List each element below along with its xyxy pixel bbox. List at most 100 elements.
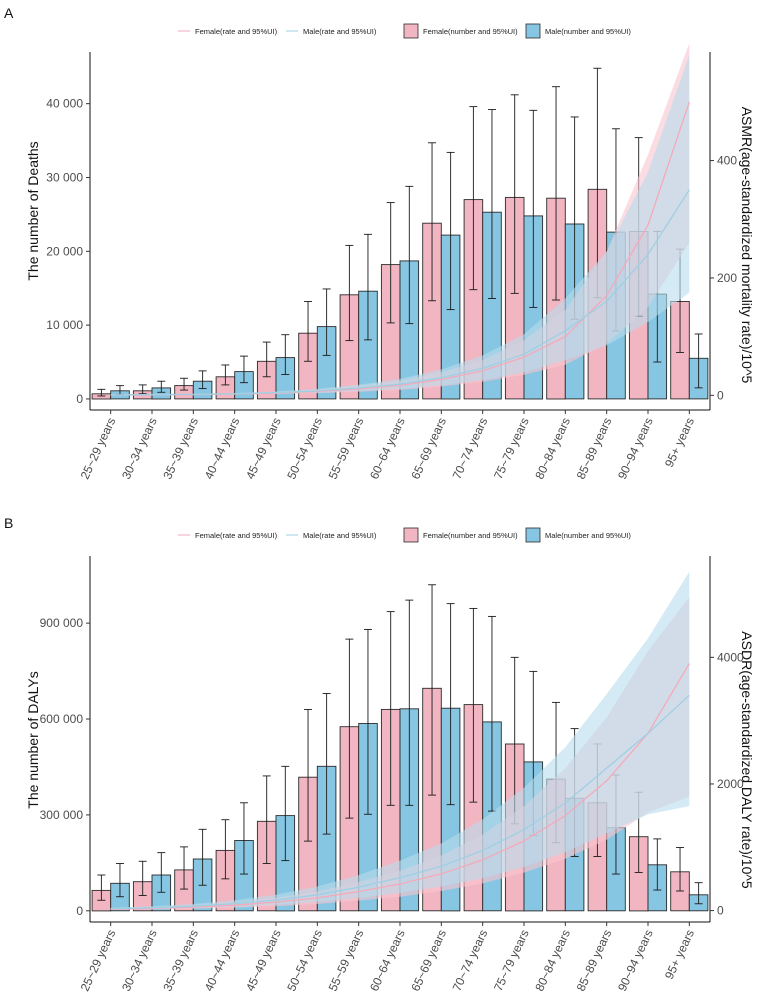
panel-a-female-error-bar — [262, 341, 271, 378]
legend-female-number-swatch — [403, 527, 419, 543]
panel-a-male-error-bar — [487, 109, 496, 299]
panel-b-male-error-bar — [694, 882, 703, 905]
panel-a-female-error-bar — [386, 202, 395, 324]
panel-b-x-tick-label: 50~54 years — [284, 927, 325, 993]
panel-b-female-error-bar — [138, 860, 147, 896]
panel-b-x-tick-label: 90~94 years — [615, 927, 656, 993]
panel-a-y-tick-label: 40 000 — [46, 97, 83, 111]
legend-female-rate-label: Female(rate and 95%UI) — [195, 531, 278, 540]
panel-b-y-tick-label: 900 000 — [40, 616, 84, 630]
panel-a-x-tick-label: 50~54 years — [284, 415, 325, 481]
panel-b-y2-tick-label: 2000 — [717, 777, 744, 791]
panel-a-y2-tick-label: 0 — [717, 388, 724, 402]
panel-b-male-error-bar — [446, 603, 455, 806]
panel-a-male-error-bar — [198, 370, 207, 390]
legend-male-number-swatch — [525, 527, 541, 543]
panel-a-male-error-bar — [322, 288, 331, 356]
panel-b-female-error-bar — [221, 819, 230, 880]
panel-b-female-error-bar — [386, 611, 395, 806]
panel-b-x-tick-label: 30~34 years — [119, 927, 160, 993]
plot-area-b: 0 300 000 600 000 900 000 0 2000 4000 25~29 yea… — [40, 556, 744, 993]
panel-b-male-error-bar — [115, 863, 124, 898]
legend-male-number-label: Male(number and 95%UI) — [545, 531, 631, 540]
panel-a-x-tick-label: 40~44 years — [202, 415, 243, 481]
legend-male-number-swatch — [525, 23, 541, 39]
panel-b-male-error-bar — [157, 852, 166, 893]
legend-b: Female(rate and 95%UI) Male(rate and 95%… — [178, 527, 631, 543]
panel-b-y2-tick-label: 0 — [717, 904, 724, 918]
panel-a-x-tick-label: 80~84 years — [532, 415, 573, 481]
y-axis-title-b: The number of DALYs — [25, 671, 41, 808]
panel-a-female-error-bar — [180, 377, 189, 391]
panel-a-x-tick-label: 55~59 years — [326, 415, 367, 481]
panel-b-x-tick-label: 65~69 years — [408, 927, 449, 993]
panel-b-male-error-bar — [653, 838, 662, 891]
panel-a-female-error-bar — [345, 244, 354, 342]
panel-b-x-tick-label: 25~29 years — [78, 927, 119, 993]
legend-female-number-label: Female(number and 95%UI) — [423, 27, 518, 36]
panel-a-x-tick-label: 65~69 years — [408, 415, 449, 481]
panel-b-male-rate-band — [110, 571, 690, 910]
panel-b-female-error-bar — [180, 846, 189, 890]
panel-a-y-tick-label: 10 000 — [46, 318, 83, 332]
panel-b-x-tick-label: 60~64 years — [367, 927, 408, 993]
panel-b-male-error-bar — [239, 802, 248, 875]
panel-b-letter: B — [4, 515, 13, 531]
panel-b-male-error-bar — [322, 692, 331, 835]
panel-a-female-error-bar — [510, 94, 519, 294]
panel-b-female-error-bar — [97, 874, 106, 901]
panel-a-x-tick-label: 60~64 years — [367, 415, 408, 481]
panel-a-y-tick-label: 20 000 — [46, 244, 83, 258]
panel-b-x-tick-label: 35~39 years — [160, 927, 201, 993]
panel-b-female-rate-line — [110, 663, 690, 910]
panel-a-x-tick-label: 95+ years — [662, 415, 697, 469]
panel-a-letter: A — [4, 5, 14, 21]
panel-b-female-error-bar — [428, 584, 437, 796]
panel-a-male-error-bar — [529, 109, 538, 308]
panel-b-male-error-bar — [363, 629, 372, 815]
legend-male-rate-label: Male(rate and 95%UI) — [303, 27, 377, 36]
panel-a-female-error-bar — [221, 364, 230, 386]
panel-b-y-tick-label: 600 000 — [40, 712, 84, 726]
panel-b-x-tick-label: 95+ years — [662, 927, 697, 981]
panel-a-x-tick-label: 35~39 years — [160, 415, 201, 481]
panel-a-female-error-bar — [138, 384, 147, 395]
panel-a-female-error-bar — [97, 388, 106, 397]
panel-a-x-tick-label: 45~49 years — [243, 415, 284, 481]
panel-a-male-error-bar — [239, 355, 248, 384]
legend-a: Female(rate and 95%UI) Male(rate and 95%… — [178, 23, 631, 39]
panel-a-female-error-bar — [469, 106, 478, 291]
y2-axis-title-a: ASMR(age-standardized mortality rate)/10… — [739, 107, 755, 384]
panel-a-male-error-bar — [446, 151, 455, 311]
panel-b-x-tick-label: 80~84 years — [532, 927, 573, 993]
y2-axis-title-b: ASDR(age-standardized DALY rate)/10^5 — [739, 631, 755, 889]
panel-b-male-error-bar — [405, 599, 414, 806]
panel-a-chart: A Female(rate and 95%UI) Male(rate and 9… — [4, 5, 755, 481]
panel-a-female-error-bar — [304, 301, 313, 362]
panel-a-x-tick-label: 25~29 years — [78, 415, 119, 481]
panel-a-y-tick-label: 0 — [76, 392, 83, 406]
panel-a-y-tick-label: 30 000 — [46, 170, 83, 184]
panel-b-male-error-bar — [281, 765, 290, 862]
panel-a-female-error-bar — [552, 86, 561, 301]
panel-b-x-tick-label: 55~59 years — [326, 927, 367, 993]
panel-a-male-rate-line — [110, 189, 690, 396]
panel-a-male-error-bar — [157, 380, 166, 393]
panel-a-x-tick-label: 30~34 years — [119, 415, 160, 481]
legend-female-number-label: Female(number and 95%UI) — [423, 531, 518, 540]
panel-a-female-error-bar — [428, 142, 437, 302]
y-axis-title-a: The number of Deaths — [25, 141, 41, 280]
legend-female-rate-label: Female(rate and 95%UI) — [195, 27, 278, 36]
panel-b-y2-tick-label: 4000 — [717, 650, 744, 664]
panel-b-male-error-bar — [198, 828, 207, 886]
panel-b-male-rate-line — [110, 694, 690, 910]
panel-a-male-error-bar — [281, 334, 290, 376]
panel-a-x-tick-label: 90~94 years — [615, 415, 656, 481]
panel-b-x-tick-label: 70~74 years — [450, 927, 491, 993]
panel-a-male-error-bar — [405, 185, 414, 325]
panel-a-y2-tick-label: 200 — [717, 271, 737, 285]
panel-a-x-tick-label: 85~89 years — [574, 415, 615, 481]
panel-b-female-error-bar — [345, 638, 354, 819]
panel-a-x-tick-label: 75~79 years — [491, 415, 532, 481]
